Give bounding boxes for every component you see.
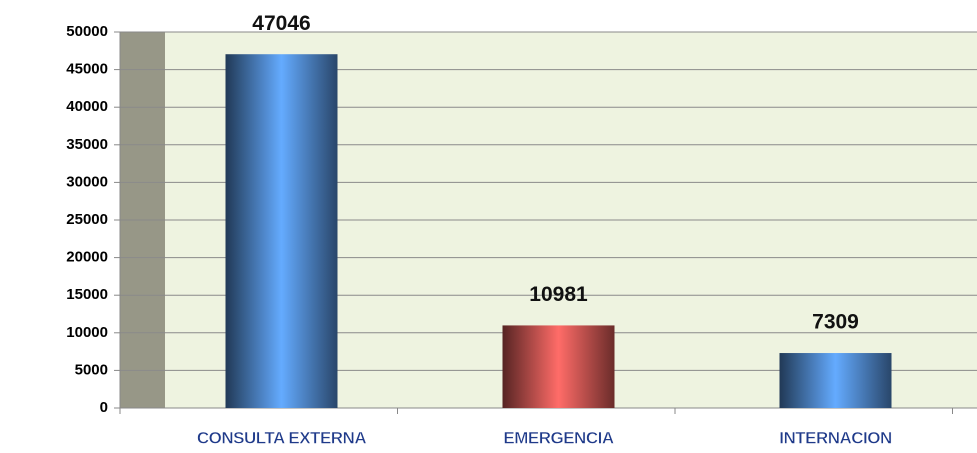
y-tick-label: 20000: [66, 249, 108, 266]
x-tick-label: CONSULTA EXTERNA: [197, 428, 366, 447]
value-label: 10981: [529, 283, 588, 306]
y-tick-label: 50000: [66, 23, 108, 40]
y-tick-label: 40000: [66, 98, 108, 115]
value-label: 7309: [812, 311, 859, 334]
bar: [225, 54, 338, 408]
y-tick-label: 35000: [66, 136, 108, 153]
y-tick-label: 0: [100, 399, 108, 416]
value-label: 47046: [252, 12, 310, 35]
y-tick-label: 45000: [66, 61, 108, 78]
y-tick-label: 5000: [75, 361, 108, 378]
y-tick-label: 15000: [66, 286, 108, 303]
y-tick-label: 30000: [66, 173, 108, 190]
y-tick-label: 25000: [66, 211, 108, 228]
y-tick-label: 10000: [66, 324, 108, 341]
x-tick-label: EMERGENCIA: [503, 428, 613, 447]
bar: [779, 353, 892, 408]
bar: [502, 325, 615, 408]
x-tick-label: INTERNACION: [779, 428, 892, 447]
